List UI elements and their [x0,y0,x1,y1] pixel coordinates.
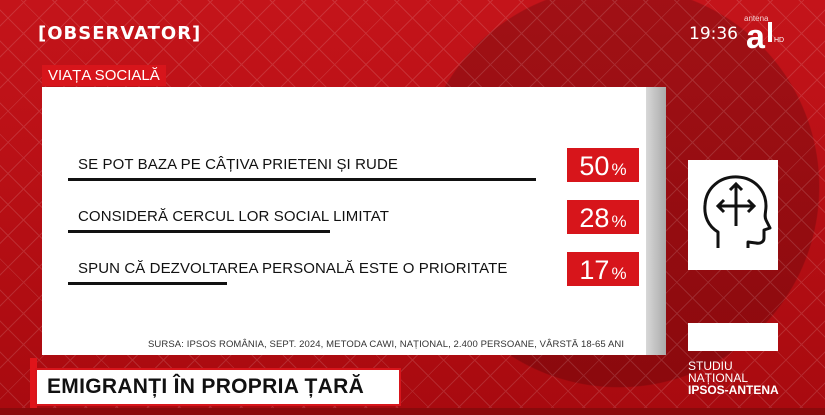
bar-label-1: SE POT BAZA PE CÂȚIVA PRIETENI ȘI RUDE [78,156,398,173]
bar-1 [68,178,536,181]
study-label: STUDIU NAȚIONAL IPSOS-ANTENA [688,360,779,396]
value-label-2: 28% [567,200,639,234]
icon-panel [688,160,778,270]
panel-edge [646,87,666,355]
value-unit-1: % [611,160,627,179]
value-number-2: 28 [579,203,610,233]
chart-panel [42,87,646,355]
bar-2 [68,230,330,233]
value-label-3: 17% [567,252,639,286]
antena-1-hd-logo-icon: a HD [746,18,784,54]
svg-text:a: a [746,18,766,54]
source-note: SURSA: IPSOS ROMÂNIA, SEPT. 2024, METODA… [148,339,625,350]
svg-text:HD: HD [774,37,784,44]
value-unit-3: % [611,264,627,283]
ticker: EMIGRANȚI ÎN PROPRIA ȚARĂ [35,368,401,406]
value-number-3: 17 [579,255,610,285]
bar-label-2: CONSIDERĂ CERCUL LOR SOCIAL LIMITAT [78,208,390,225]
side-bar [688,323,778,351]
study-line1: STUDIU [688,359,733,373]
study-line2: NAȚIONAL [688,371,749,385]
head-crossroads-icon [703,175,772,248]
bar-label-3: SPUN CĂ DEZVOLTAREA PERSONALĂ ESTE O PRI… [78,260,508,277]
channel-name: antena [744,14,769,23]
value-number-1: 50 [579,151,610,181]
study-line3: IPSOS-ANTENA [688,383,779,397]
observator-logo: [OBSERVATOR] [38,23,202,44]
value-unit-2: % [611,212,627,231]
section-label: VIAȚA SOCIALĂ [42,65,166,86]
ticker-accent [30,358,37,410]
bar-3 [68,282,227,285]
value-label-1: 50% [567,148,639,182]
bottom-strip [0,408,825,415]
ticker-headline: EMIGRANȚI ÎN PROPRIA ȚARĂ [47,375,365,398]
clock: 19:36 [689,24,738,44]
